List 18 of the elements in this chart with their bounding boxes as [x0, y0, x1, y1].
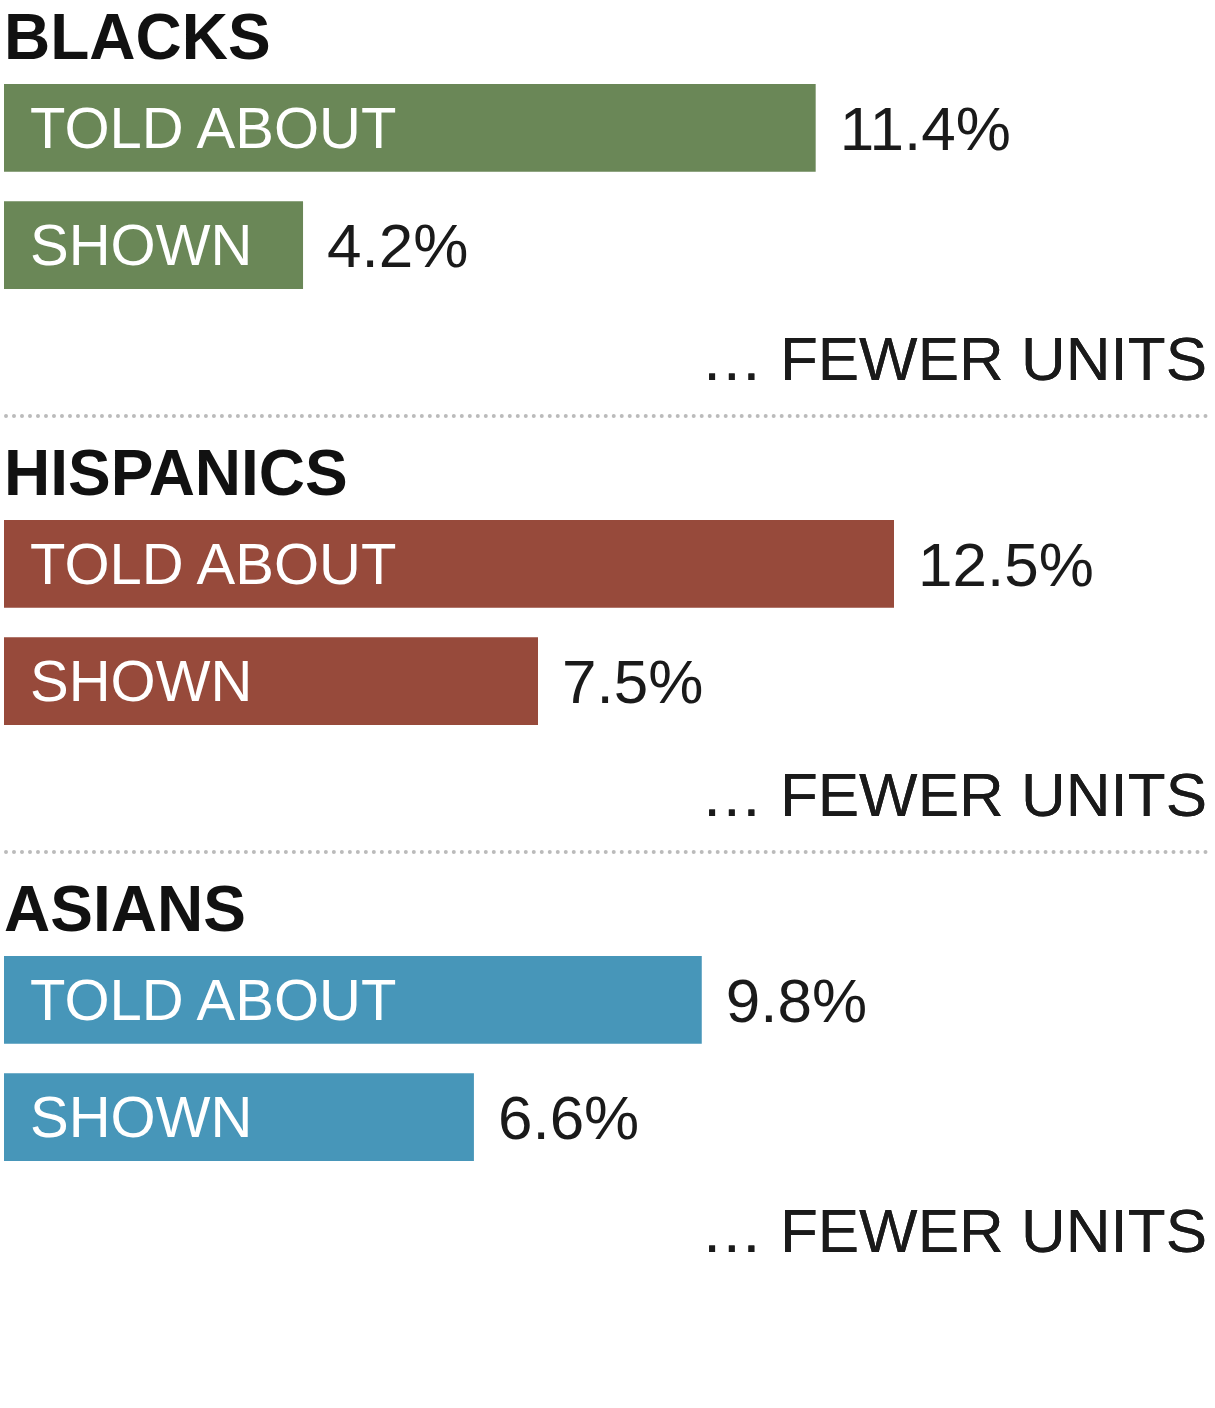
data-label: 4.2% — [327, 211, 469, 281]
data-label: 11.4% — [839, 93, 1011, 163]
data-label: 7.5% — [562, 647, 704, 717]
y-tick-label: SHOWN — [30, 648, 253, 714]
chart-title: BLACKS — [4, 1, 271, 73]
y-tick-label: TOLD ABOUT — [30, 530, 397, 596]
text: … FEWER UNITS — [700, 324, 1207, 393]
y-tick-label: SHOWN — [30, 212, 253, 278]
chart-title: ASIANS — [4, 873, 246, 945]
text: … FEWER UNITS — [700, 760, 1207, 829]
data-label: 9.8% — [725, 965, 868, 1035]
y-tick-label: SHOWN — [30, 1084, 253, 1150]
y-tick-label: TOLD ABOUT — [30, 94, 397, 160]
y-tick-label: TOLD ABOUT — [30, 966, 397, 1032]
text: … FEWER UNITS — [700, 1196, 1207, 1265]
data-label: 6.6% — [497, 1083, 640, 1153]
chart-title: HISPANICS — [4, 437, 348, 509]
data-label: 12.5% — [918, 529, 1094, 599]
